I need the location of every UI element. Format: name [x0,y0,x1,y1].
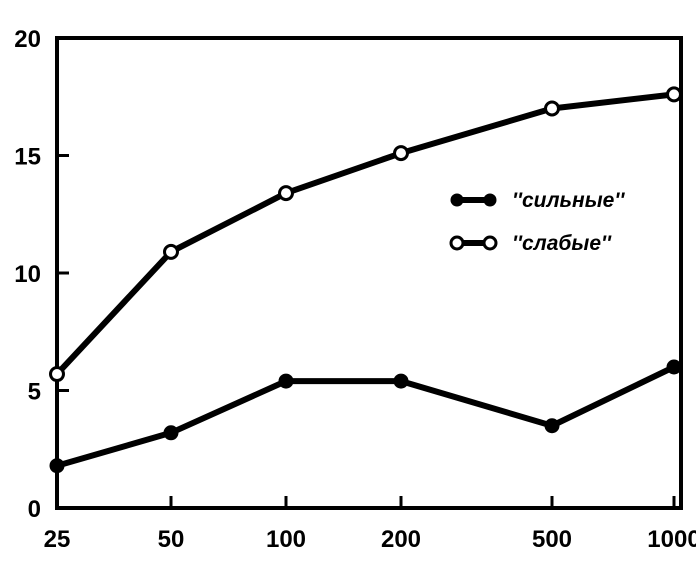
x-tick-label: 1000 [647,526,696,553]
legend-marker [482,235,498,251]
series-layer [49,86,682,474]
data-point [393,373,409,389]
data-point [666,86,682,103]
x-tick-label: 500 [532,526,572,553]
y-tick-label: 0 [28,496,41,523]
data-point [49,458,65,474]
data-point [163,243,179,260]
x-tick-label: 50 [158,526,185,553]
x-tick-label: 25 [44,526,71,553]
tick-labels: 0 5 10 15 20 25 50 100 200 500 1000 [14,26,696,553]
data-point [278,185,294,202]
data-point [666,359,682,375]
legend-label-0: ''сильные'' [512,189,625,212]
data-point [544,418,560,434]
x-tick-label: 100 [266,526,306,553]
legend: ''сильные'' ''слабые'' [449,189,625,255]
data-point [49,366,65,383]
x-tick-label: 200 [381,526,421,553]
y-tick-label: 10 [14,261,41,288]
data-point [393,145,409,162]
legend-marker [483,193,497,207]
data-point [544,100,560,117]
y-tick-label: 5 [28,379,41,406]
data-point [163,425,179,441]
series-line-0 [56,364,676,469]
axes [55,36,683,510]
y-tick-label: 20 [14,26,41,53]
y-tick-label: 15 [14,144,41,171]
data-point [278,373,294,389]
series-line-1 [54,91,675,377]
legend-marker [449,235,465,251]
legend-marker [450,193,464,207]
legend-label-1: ''слабые'' [512,232,612,255]
